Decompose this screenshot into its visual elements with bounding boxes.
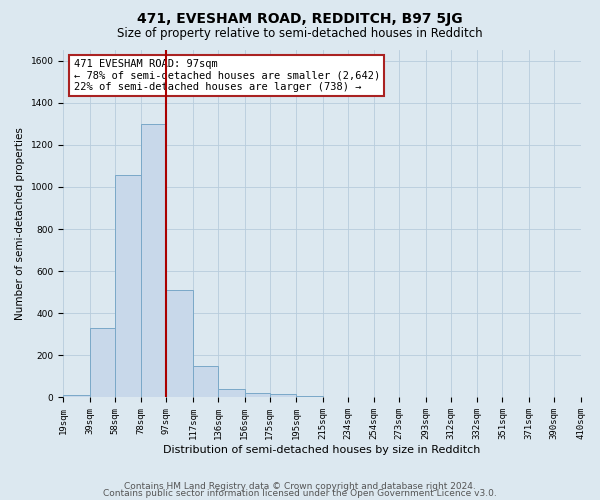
Text: Size of property relative to semi-detached houses in Redditch: Size of property relative to semi-detach… [117, 28, 483, 40]
Bar [218, 389, 245, 398]
Bar [193, 366, 218, 398]
Bar [296, 396, 323, 398]
Y-axis label: Number of semi-detached properties: Number of semi-detached properties [15, 128, 25, 320]
Bar [142, 124, 166, 398]
Text: 471 EVESHAM ROAD: 97sqm
← 78% of semi-detached houses are smaller (2,642)
22% of: 471 EVESHAM ROAD: 97sqm ← 78% of semi-de… [74, 58, 380, 92]
Bar [90, 328, 115, 398]
Bar [269, 394, 296, 398]
Bar [115, 176, 142, 398]
Text: Contains public sector information licensed under the Open Government Licence v3: Contains public sector information licen… [103, 488, 497, 498]
Text: Contains HM Land Registry data © Crown copyright and database right 2024.: Contains HM Land Registry data © Crown c… [124, 482, 476, 491]
Bar [63, 396, 90, 398]
Bar [245, 394, 269, 398]
Bar [166, 290, 193, 398]
X-axis label: Distribution of semi-detached houses by size in Redditch: Distribution of semi-detached houses by … [163, 445, 481, 455]
Text: 471, EVESHAM ROAD, REDDITCH, B97 5JG: 471, EVESHAM ROAD, REDDITCH, B97 5JG [137, 12, 463, 26]
